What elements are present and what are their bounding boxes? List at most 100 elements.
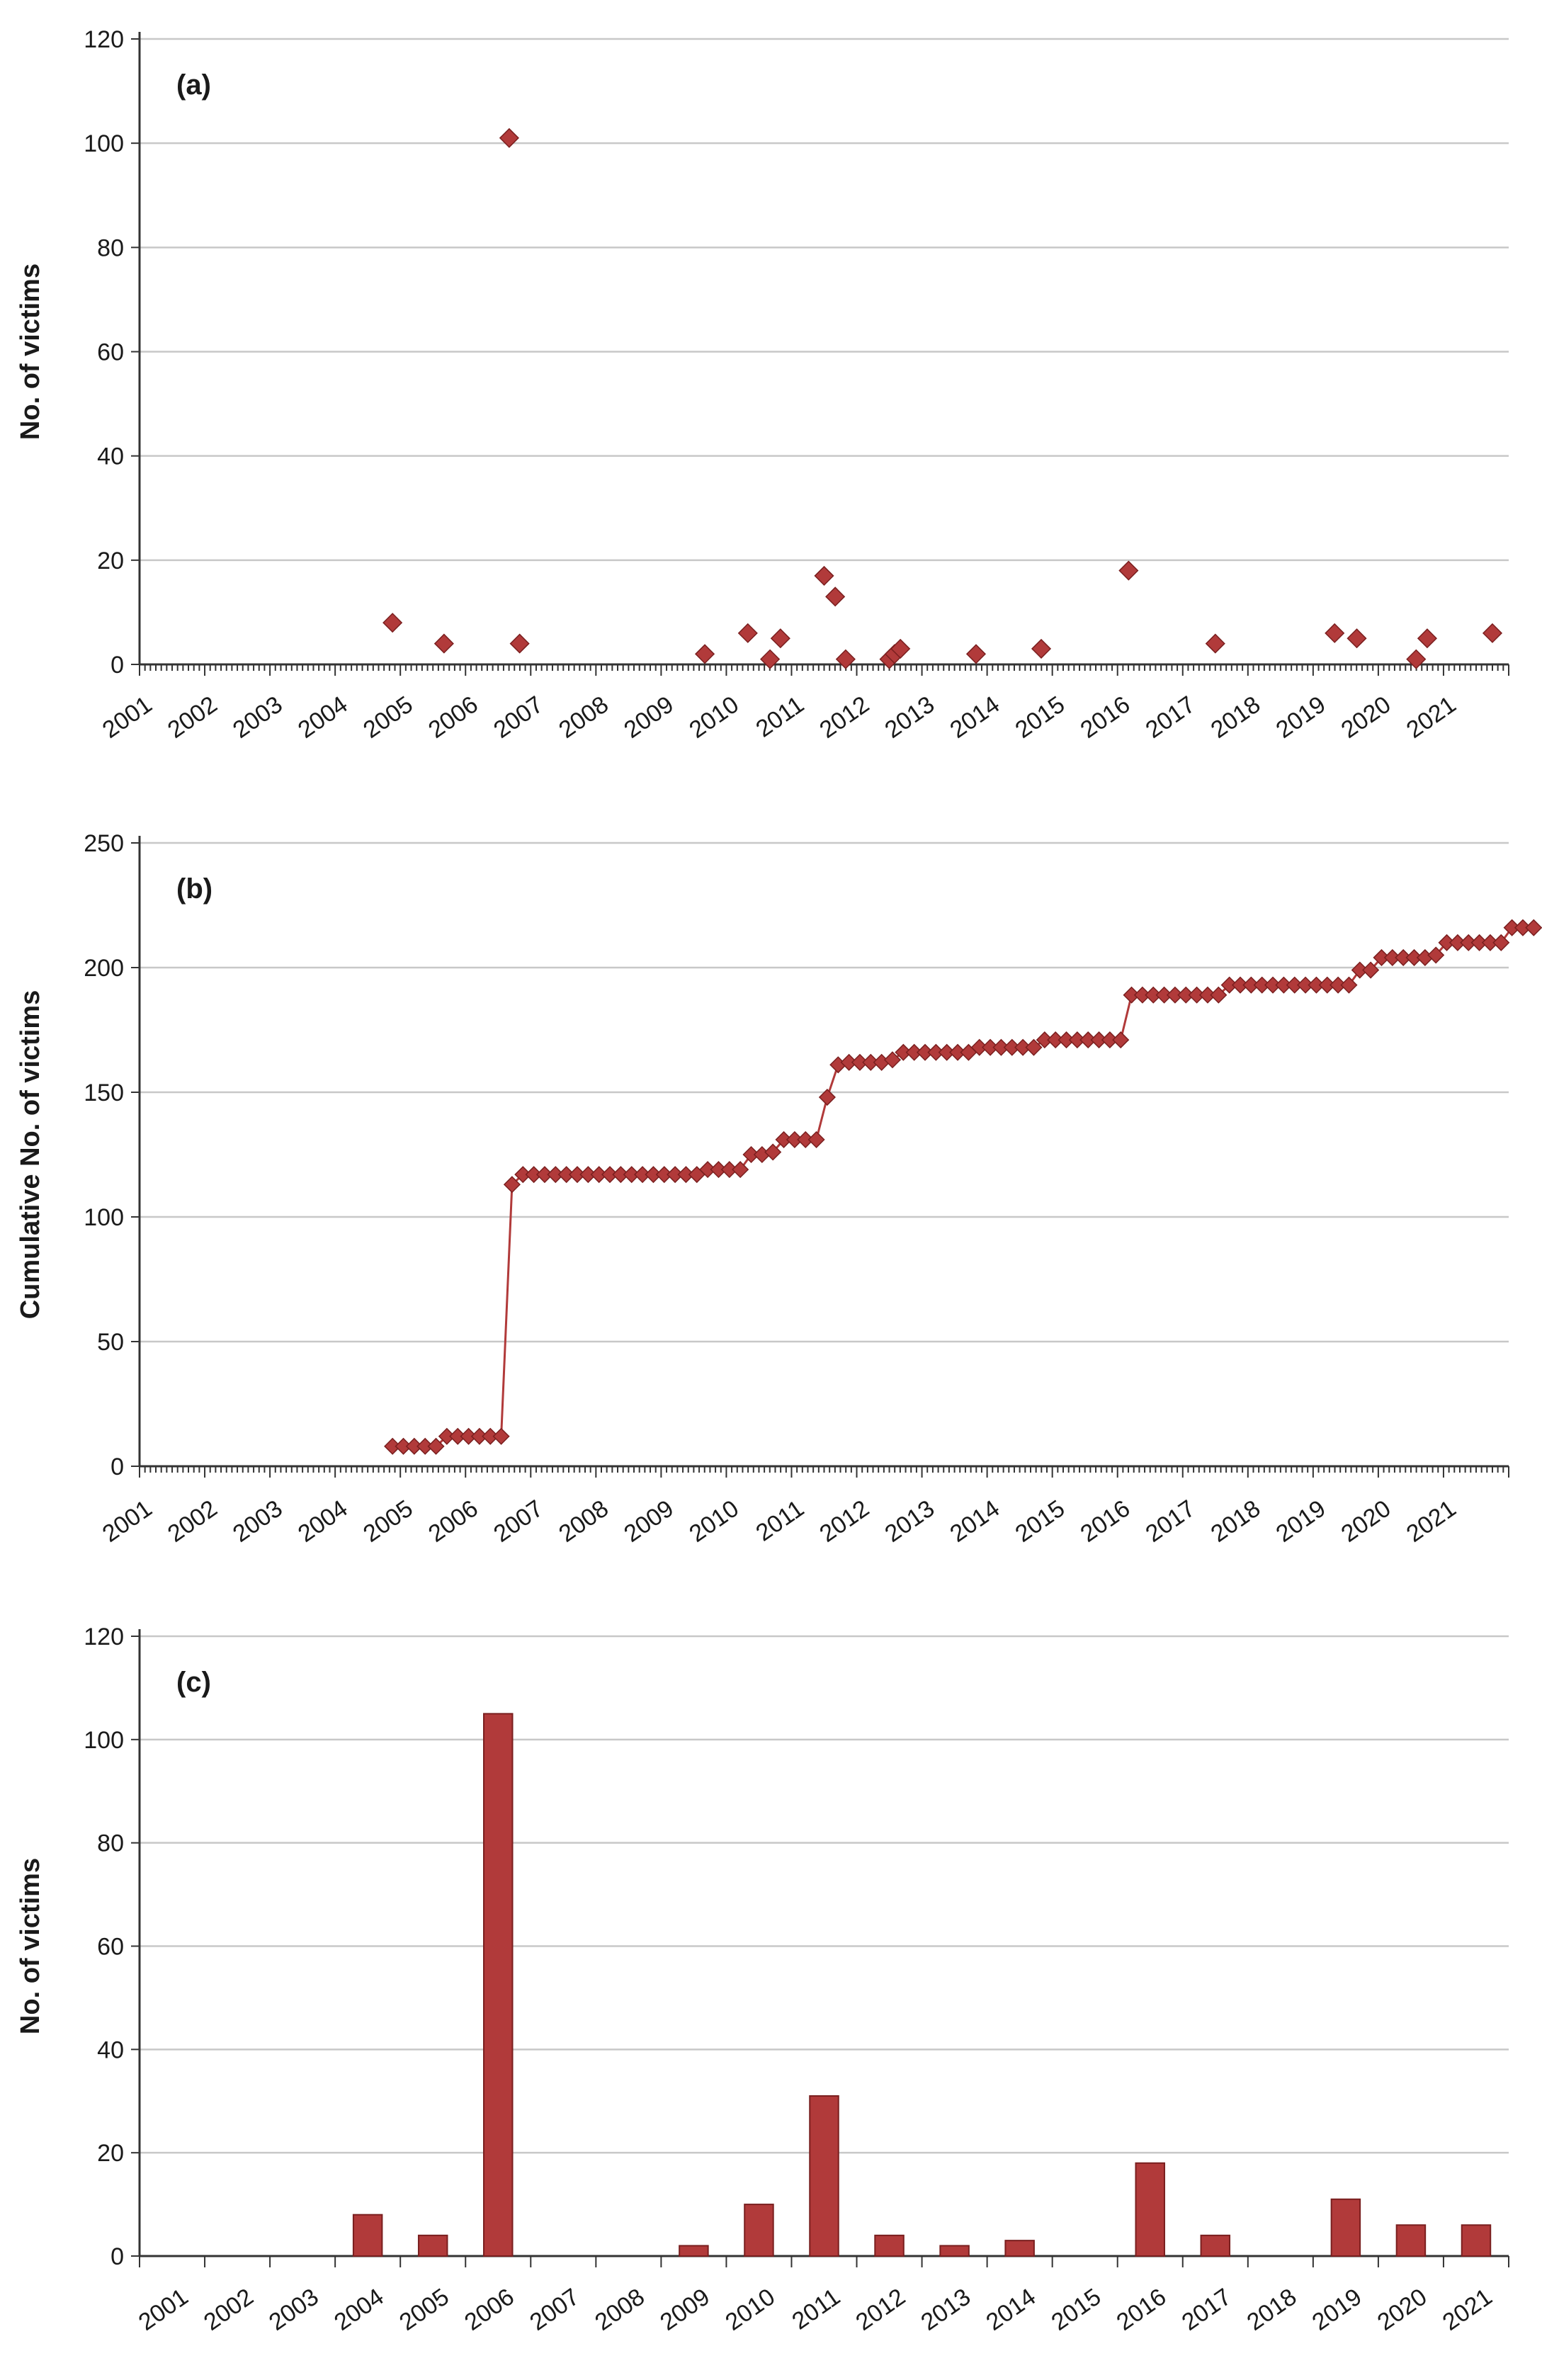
data-point: [1118, 560, 1139, 581]
x-tick-label: 2011: [787, 2283, 845, 2335]
x-tick-label: 2014: [945, 691, 1004, 744]
x-tick-label: 2008: [554, 691, 613, 744]
y-tick-label: 0: [110, 652, 124, 679]
data-point: [883, 1051, 902, 1069]
x-tick-label: 2015: [1010, 691, 1070, 744]
x-tick-label: 2001: [98, 691, 157, 744]
y-tick-label: 80: [97, 234, 124, 261]
x-tick-label: 2004: [293, 1495, 353, 1548]
y-tick-label: 20: [97, 548, 124, 574]
data-point: [814, 565, 834, 586]
bar: [352, 2214, 383, 2257]
x-tick-label: 2005: [395, 2283, 454, 2336]
x-tick-label: 2009: [619, 1495, 679, 1548]
panel-label: (a): [176, 69, 211, 101]
data-point: [760, 649, 781, 669]
x-tick-label: 2002: [163, 691, 222, 744]
bar: [1135, 2162, 1165, 2257]
x-tick-label: 2016: [1076, 1495, 1135, 1548]
data-point: [1417, 628, 1438, 649]
x-tick-label: 2006: [424, 691, 483, 744]
data-point: [1205, 633, 1225, 654]
x-tick-label: 2012: [815, 691, 874, 744]
data-point: [732, 1161, 749, 1179]
x-tick-label: 2020: [1337, 1495, 1396, 1548]
y-tick-label: 60: [97, 1934, 124, 1961]
x-tick-label: 2017: [1177, 2283, 1237, 2336]
y-tick-label: 0: [110, 1454, 124, 1480]
x-tick-label: 2002: [199, 2283, 259, 2336]
y-tick-label: 100: [84, 1204, 124, 1231]
x-tick-label: 2018: [1206, 1495, 1266, 1548]
data-point: [965, 644, 987, 664]
bar: [744, 2204, 774, 2257]
x-tick-label: 2019: [1271, 691, 1331, 744]
data-point: [1112, 1031, 1130, 1049]
x-tick-label: 2007: [489, 1495, 548, 1548]
x-tick-label: 2001: [98, 1495, 157, 1548]
y-axis-title: No. of victims: [16, 1858, 45, 2034]
x-tick-label: 2013: [880, 691, 939, 744]
bar: [809, 2095, 839, 2257]
x-tick-label: 2001: [134, 2283, 193, 2336]
x-tick-label: 2008: [590, 2283, 650, 2336]
x-tick-label: 2016: [1076, 691, 1135, 744]
data-point: [1340, 976, 1358, 994]
x-tick-label: 2013: [880, 1495, 939, 1548]
x-tick-label: 2015: [1047, 2283, 1106, 2336]
data-point: [825, 586, 846, 607]
panel-a-scatter-chart: 0 20 40 60 80 100 120 No. of victims (a) 2001 2002…: [16, 26, 1509, 744]
bar: [1395, 2224, 1427, 2257]
x-tick-label: 2011: [751, 1495, 809, 1546]
x-tick-label: 2016: [1112, 2283, 1172, 2336]
y-tick-label: 200: [84, 955, 124, 982]
x-tick-label: 2018: [1242, 2283, 1302, 2336]
x-tick-label: 2011: [751, 691, 809, 742]
x-tick-label: 2020: [1337, 691, 1396, 744]
x-tick-label: 2021: [1402, 1495, 1461, 1548]
data-point: [1031, 638, 1052, 659]
x-tick-label: 2006: [460, 2283, 519, 2336]
x-tick-label: 2010: [720, 2283, 780, 2336]
data-point: [1525, 919, 1542, 936]
bar: [1461, 2224, 1492, 2257]
x-tick-label: 2014: [981, 2283, 1041, 2336]
x-tick-label: 2008: [554, 1495, 613, 1548]
x-tick-label: 2010: [684, 1495, 744, 1548]
x-tick-label: 2012: [851, 2283, 910, 2336]
y-axis-title: Cumulative No. of victims: [16, 990, 45, 1320]
data-point: [503, 1176, 521, 1194]
panel-c-annual-bar-chart: 0 20 40 60 80 100 120 No. of victims (c) 2001 2002…: [16, 1624, 1509, 2336]
panel-label: (c): [176, 1667, 211, 1698]
data-point: [1347, 628, 1367, 649]
x-tick-label: 2014: [945, 1495, 1004, 1548]
data-point: [807, 1130, 825, 1148]
y-tick-label: 120: [84, 1624, 124, 1650]
data-point: [1406, 649, 1427, 669]
data-point: [1482, 623, 1503, 643]
bar: [1330, 2198, 1361, 2257]
y-tick-label: 40: [97, 2036, 124, 2063]
bar: [679, 2245, 709, 2257]
data-point: [499, 128, 519, 148]
y-axis-title: No. of victims: [16, 264, 45, 440]
data-point: [509, 633, 530, 654]
x-tick-label: 2015: [1010, 1495, 1070, 1548]
panel-label: (b): [176, 873, 212, 905]
x-tick-label: 2013: [916, 2283, 975, 2336]
y-tick-label: 60: [97, 339, 124, 366]
y-tick-label: 120: [84, 26, 124, 53]
data-point: [835, 649, 856, 669]
x-tick-label: 2019: [1271, 1495, 1331, 1548]
data-point: [492, 1427, 510, 1445]
y-tick-label: 250: [84, 830, 124, 857]
data-point: [818, 1088, 836, 1106]
y-tick-label: 100: [84, 1727, 124, 1754]
data-point: [1427, 946, 1445, 964]
data-point: [890, 638, 911, 659]
data-point: [1325, 623, 1345, 643]
x-tick-label: 2017: [1141, 1495, 1201, 1548]
y-tick-label: 80: [97, 1830, 124, 1857]
x-tick-label: 2019: [1308, 2283, 1367, 2336]
